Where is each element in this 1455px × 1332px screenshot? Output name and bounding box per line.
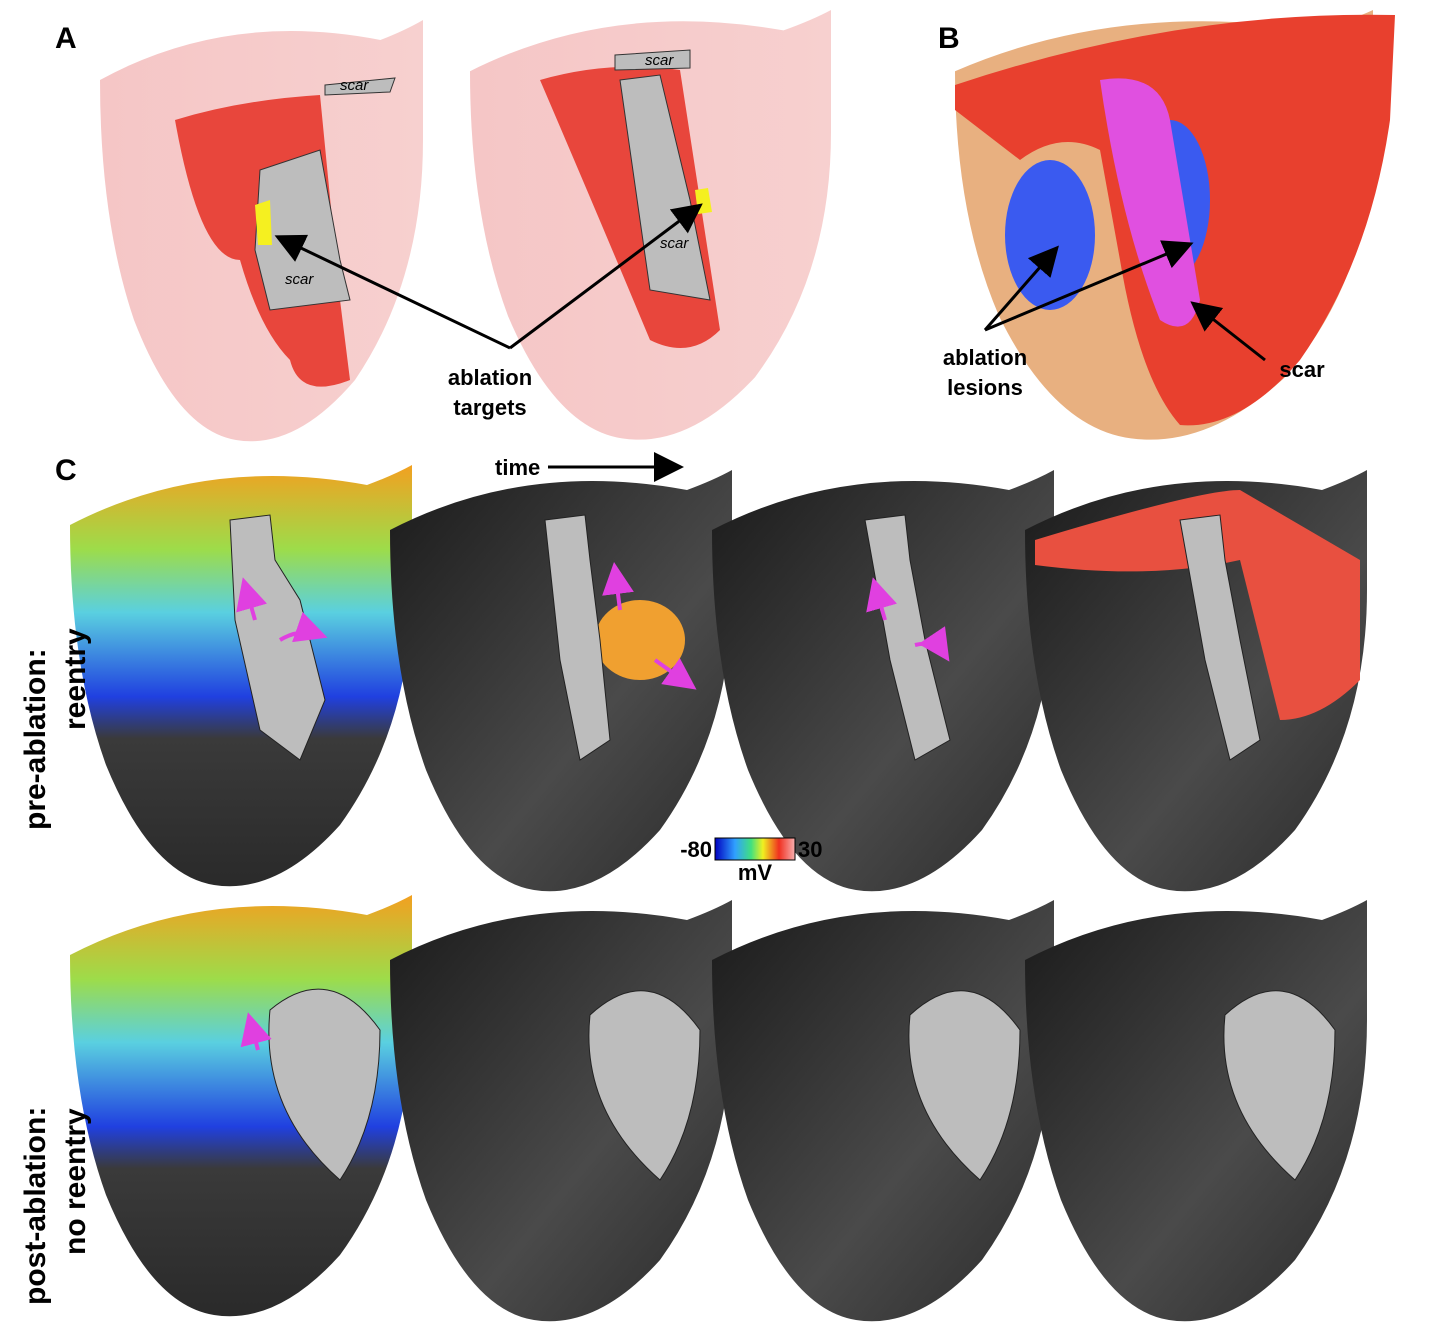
scar-label: scar bbox=[285, 271, 314, 288]
panel-a: A scar scar scar scar ablation targets bbox=[55, 10, 831, 441]
colorbar-min: -80 bbox=[680, 837, 712, 862]
ablation-target bbox=[255, 200, 272, 245]
annotation: lesions bbox=[947, 375, 1023, 400]
colorbar bbox=[715, 838, 795, 860]
row-label: post-ablation: bbox=[19, 1107, 52, 1305]
colorbar-unit: mV bbox=[738, 860, 773, 885]
scar-label: scar bbox=[645, 52, 674, 69]
annotation: targets bbox=[453, 395, 526, 420]
panel-b: B ablation lesions scar bbox=[938, 10, 1395, 440]
panel-label: A bbox=[55, 22, 77, 55]
figure: A scar scar scar scar ablation targets B… bbox=[0, 0, 1455, 1327]
scar-label: scar bbox=[660, 235, 689, 252]
annotation: ablation bbox=[943, 345, 1027, 370]
row-label: pre-ablation: bbox=[19, 648, 52, 830]
colorbar-max: 30 bbox=[798, 837, 822, 862]
scar-label: scar bbox=[340, 77, 369, 94]
panel-c: C time -80 30 mV pre-ablation: reentry p… bbox=[19, 454, 1367, 1321]
panel-label: B bbox=[938, 22, 960, 55]
row-label: reentry bbox=[59, 628, 92, 730]
annotation: scar bbox=[1279, 357, 1325, 382]
time-label: time bbox=[495, 455, 540, 480]
panel-label: C bbox=[55, 454, 77, 487]
annotation: ablation bbox=[448, 365, 532, 390]
row-label: no reentry bbox=[59, 1108, 92, 1255]
